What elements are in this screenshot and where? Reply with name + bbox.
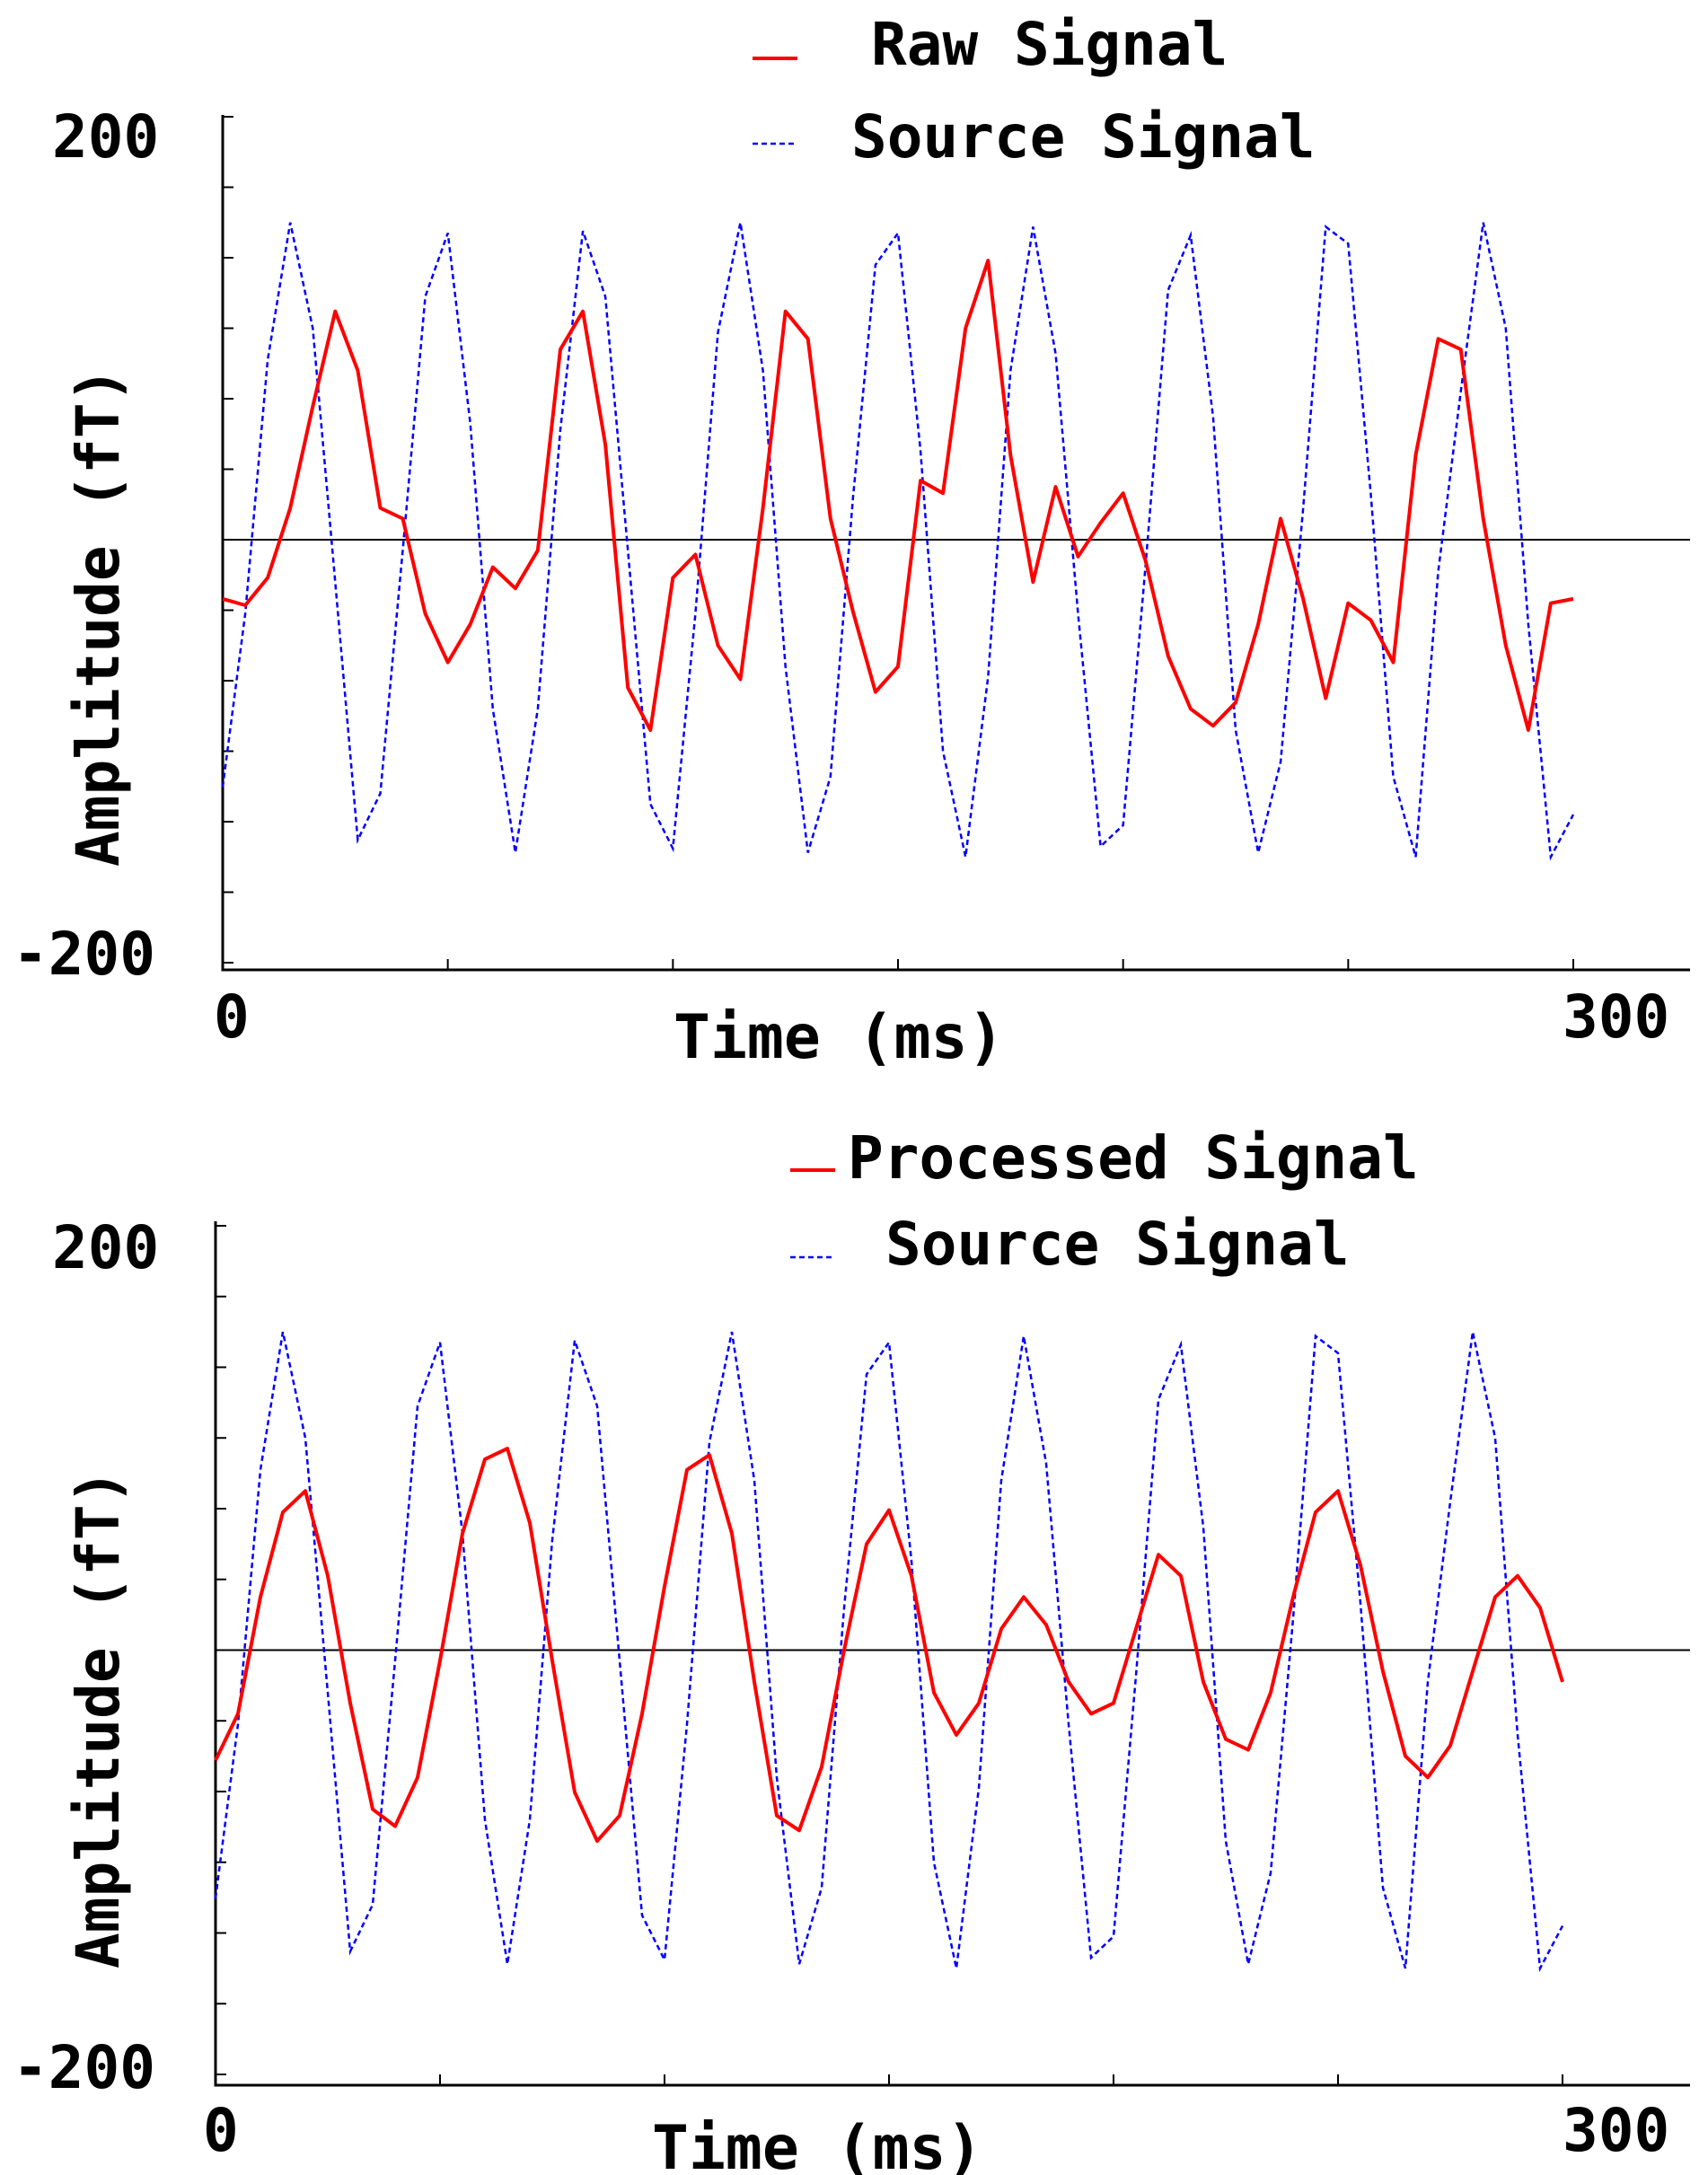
legend-1: Raw Signal Source Signal [753, 10, 1316, 172]
y-axis-label-2: Amplitude (fT) [64, 1469, 133, 1968]
legend-label-processed: Processed Signal [848, 1123, 1419, 1193]
y-tick-label-max-2: 200 [52, 1213, 159, 1282]
legend-label-source-1: Source Signal [851, 102, 1316, 172]
y-tick-label-min-2: -200 [13, 2033, 155, 2102]
x-tick-label-min-2: 0 [203, 2096, 239, 2165]
processed-signal-line [214, 1447, 1564, 1844]
x-tick-label-max-2: 300 [1563, 2096, 1669, 2165]
x-axis-label-2: Time (ms) [652, 2113, 982, 2175]
legend-2: Processed Signal Source Signal [790, 1123, 1419, 1279]
plot-frame-1 [221, 115, 1690, 972]
y-tick-label-max-1: 200 [52, 102, 159, 172]
legend-label-source-2: Source Signal [885, 1210, 1350, 1279]
x-axis-ticks-2 [439, 2074, 1563, 2085]
source-signal-line-1 [221, 222, 1575, 861]
x-tick-label-max-1: 300 [1563, 982, 1669, 1052]
source-signal-line-2 [214, 1331, 1564, 1973]
y-axis-label-1: Amplitude (fT) [64, 367, 133, 867]
x-axis-ticks-1 [446, 959, 1574, 970]
raw-signal-line [222, 259, 1574, 732]
x-axis-label-1: Time (ms) [674, 1002, 1004, 1073]
legend-label-raw: Raw Signal [871, 10, 1228, 79]
y-tick-label-min-1: -200 [13, 920, 155, 989]
chart-panel-2: 200 -200 0 300 Time (ms) Amplitude (fT) … [13, 1123, 1690, 2175]
chart-panel-1: 200 -200 0 300 Time (ms) Amplitude (fT) … [13, 10, 1690, 1073]
x-tick-label-min-1: 0 [214, 982, 250, 1052]
